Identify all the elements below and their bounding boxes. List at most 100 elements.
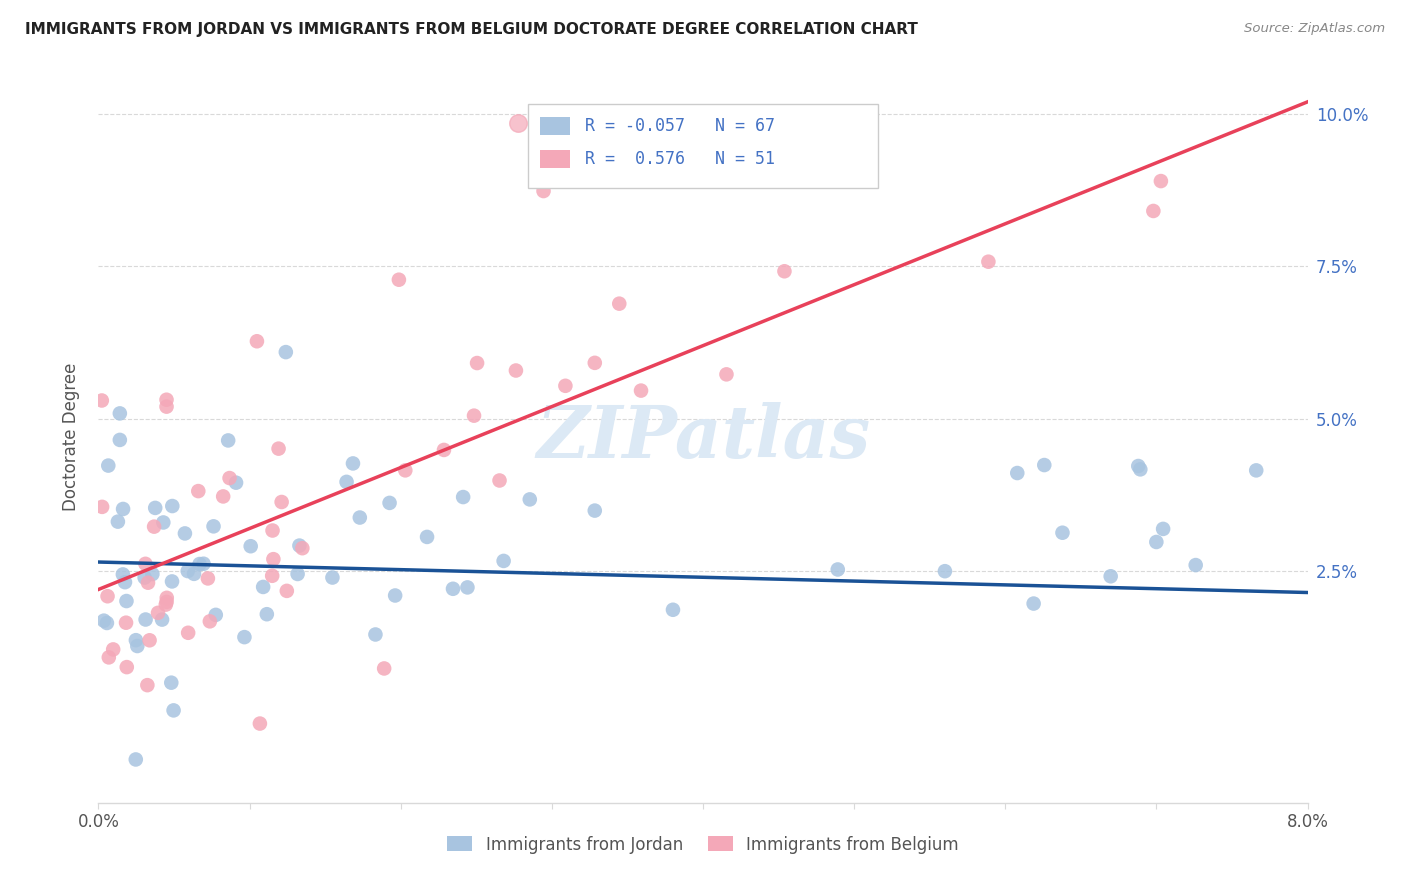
Point [204, 607, 226, 622]
FancyBboxPatch shape [527, 104, 879, 188]
Point [197, 571, 219, 585]
Point [1144, 535, 1167, 549]
Point [274, 345, 297, 359]
Point [1128, 458, 1150, 473]
Point [262, 524, 284, 538]
Point [364, 627, 387, 641]
Point [101, 642, 124, 657]
Point [270, 495, 292, 509]
Point [136, 575, 159, 590]
Point [188, 557, 211, 571]
Point [193, 557, 215, 571]
Point [152, 516, 174, 530]
Point [108, 406, 131, 420]
Point [233, 630, 256, 644]
Point [155, 400, 177, 414]
Point [554, 379, 576, 393]
Point [115, 660, 138, 674]
Point [143, 519, 166, 533]
Text: Source: ZipAtlas.com: Source: ZipAtlas.com [1244, 22, 1385, 36]
Point [107, 515, 129, 529]
Point [630, 384, 652, 398]
Point [155, 392, 177, 407]
Point [150, 613, 173, 627]
Point [394, 463, 416, 477]
Point [1033, 458, 1056, 472]
Point [441, 582, 464, 596]
Point [108, 433, 131, 447]
Point [1152, 522, 1174, 536]
Point [114, 575, 136, 590]
Point [96, 615, 118, 630]
Point [202, 519, 225, 533]
Point [177, 564, 200, 578]
Point [1007, 466, 1029, 480]
Point [607, 296, 630, 310]
Point [977, 254, 1000, 268]
Point [388, 273, 411, 287]
Point [262, 552, 284, 566]
Point [90, 393, 112, 408]
Text: ZIPatlas: ZIPatlas [536, 401, 870, 473]
Point [225, 475, 247, 490]
Point [505, 363, 527, 377]
Point [246, 334, 269, 349]
Point [217, 434, 239, 448]
Point [384, 589, 406, 603]
Point [533, 184, 555, 198]
Point [335, 475, 357, 489]
FancyBboxPatch shape [540, 117, 569, 136]
Point [96, 589, 118, 603]
Point [451, 490, 474, 504]
Point [256, 607, 278, 622]
Legend: Immigrants from Jordan, Immigrants from Belgium: Immigrants from Jordan, Immigrants from … [440, 829, 966, 860]
FancyBboxPatch shape [540, 150, 569, 169]
Point [143, 500, 166, 515]
Point [115, 594, 138, 608]
Point [291, 541, 314, 556]
Point [97, 650, 120, 665]
Text: R =  0.576   N = 51: R = 0.576 N = 51 [585, 150, 775, 168]
Point [136, 678, 159, 692]
Point [373, 661, 395, 675]
Point [456, 581, 478, 595]
Point [177, 625, 200, 640]
Point [125, 633, 148, 648]
Point [138, 633, 160, 648]
Point [156, 595, 179, 609]
Point [249, 716, 271, 731]
Point [156, 591, 179, 605]
Point [134, 571, 156, 585]
Point [146, 606, 169, 620]
Point [239, 539, 262, 553]
Point [125, 752, 148, 766]
Point [1150, 174, 1173, 188]
Point [488, 474, 510, 488]
Point [267, 442, 290, 456]
Point [433, 442, 456, 457]
Point [155, 598, 177, 612]
Point [1052, 525, 1074, 540]
Point [276, 583, 298, 598]
Point [135, 613, 157, 627]
Point [183, 566, 205, 581]
Point [321, 570, 343, 584]
Point [1099, 569, 1122, 583]
Point [127, 639, 149, 653]
Point [160, 574, 183, 589]
Point [111, 567, 134, 582]
Point [174, 526, 197, 541]
Point [378, 496, 401, 510]
Point [1129, 462, 1152, 476]
Point [827, 562, 849, 576]
Point [134, 557, 156, 571]
Point [349, 510, 371, 524]
Point [160, 675, 183, 690]
Point [416, 530, 439, 544]
Point [342, 457, 364, 471]
Point [112, 502, 135, 516]
Point [93, 614, 115, 628]
Text: R = -0.057   N = 67: R = -0.057 N = 67 [585, 117, 775, 136]
Point [716, 368, 738, 382]
Point [773, 264, 796, 278]
